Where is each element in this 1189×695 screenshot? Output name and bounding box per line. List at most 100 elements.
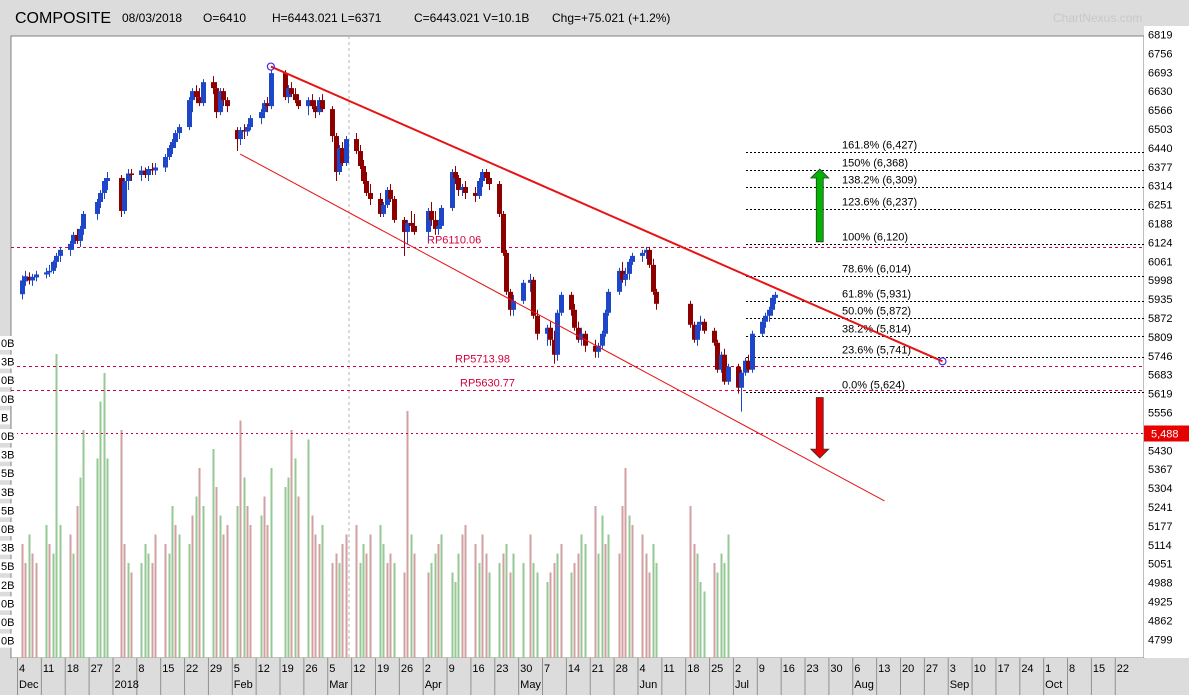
price-tick-label: 6819 <box>1148 30 1172 42</box>
candle-up <box>153 167 158 171</box>
date-tick-label: 16 <box>783 663 795 675</box>
candle-down <box>143 170 148 175</box>
open-label: O=6410 <box>203 11 247 25</box>
fibonacci-label: 150% (6,368) <box>842 158 908 170</box>
volume-tick-bg <box>0 484 17 499</box>
candle-up <box>773 294 778 298</box>
candle-down <box>712 330 717 343</box>
candle-down <box>593 345 598 352</box>
candle-up <box>381 204 386 214</box>
symbol-label: COMPOSITE <box>15 10 112 27</box>
current-price-tag <box>1144 425 1189 442</box>
candle-down <box>688 303 693 325</box>
date-tick-label: 27 <box>926 663 938 675</box>
candle-down <box>119 177 124 211</box>
volume-tick-bg <box>0 466 17 481</box>
candle-up <box>58 249 63 256</box>
volume-tick-bg <box>0 503 17 518</box>
volume-tick-bg <box>0 391 17 406</box>
volume-tick-label: 3B <box>1 450 14 462</box>
candle-up <box>603 312 608 334</box>
volume-tick-label: 0B <box>1 375 14 387</box>
candle-up <box>98 192 103 202</box>
candle-up <box>218 91 223 113</box>
candle-down <box>283 73 288 98</box>
trendlines[interactable] <box>239 62 947 502</box>
date-tick-label: 25 <box>711 663 723 675</box>
candle-down <box>746 360 751 370</box>
candle-up <box>596 345 601 352</box>
candle-up <box>238 130 243 140</box>
candle-down <box>354 139 359 152</box>
candle-down <box>576 327 581 340</box>
candle-down <box>412 225 417 232</box>
channel-trendline <box>239 153 885 502</box>
candle-up <box>460 186 465 190</box>
chart-header: COMPOSITE 08/03/2018 O=6410 H=6443.021 L… <box>0 0 1189 36</box>
candle-up <box>187 100 192 128</box>
date-tick-label: 10 <box>974 663 986 675</box>
price-tick-label: 5619 <box>1148 389 1172 401</box>
fibonacci-label: 123.6% (6,237) <box>842 197 917 209</box>
candle-down <box>358 151 363 167</box>
candle-up <box>259 112 264 119</box>
candle-up <box>139 170 144 175</box>
candle-up <box>726 366 731 382</box>
volume-axis: 0B 3B 0B 0B B 0B 3B 5B 3B 5B 0B 3B 5B 2B 0B 0B 0B <box>0 336 17 648</box>
price-tick-label: 5367 <box>1148 464 1172 476</box>
price-tick-label: 6251 <box>1148 200 1172 212</box>
candle-down <box>129 173 134 175</box>
candle-down <box>364 180 369 193</box>
candle-down <box>504 252 509 292</box>
price-axis-panel <box>1144 26 1189 658</box>
date-tick-label: 4 <box>19 663 25 675</box>
date-tick-label: 23 <box>496 663 508 675</box>
candle-down <box>221 91 226 101</box>
price-tick-label: 5872 <box>1148 313 1172 325</box>
candle-down <box>194 91 199 98</box>
candle-down <box>572 309 577 328</box>
candle-down <box>75 234 80 241</box>
month-label: Aug <box>854 679 874 691</box>
candle-up <box>644 249 649 253</box>
date-tick-label: 11 <box>663 663 674 675</box>
date-tick-label: 15 <box>162 663 174 675</box>
price-tick-label: 5114 <box>1148 540 1172 552</box>
volume-tick-bg <box>0 336 17 350</box>
candle-up <box>190 91 195 101</box>
price-tick-label: 4799 <box>1148 634 1172 646</box>
fibonacci-label: 38.2% (5,814) <box>842 324 911 336</box>
date-tick-label: 19 <box>282 663 294 675</box>
date-tick-label: 26 <box>401 663 413 675</box>
candle-up <box>698 321 703 325</box>
candle-down <box>715 342 720 370</box>
candle-down <box>242 130 247 132</box>
volume-tick-bg <box>0 633 17 648</box>
date-tick-label: 15 <box>1093 663 1105 675</box>
candle-up <box>511 300 516 310</box>
candle-down <box>340 148 345 164</box>
month-label: Sep <box>950 679 970 691</box>
support-resistance-label: RP6110.06 <box>427 235 481 247</box>
fibonacci-label: 61.8% (5,931) <box>842 289 911 301</box>
candle-up <box>627 261 632 274</box>
candle-down <box>501 213 506 253</box>
date-tick-label: 5 <box>234 663 240 675</box>
candle-up <box>163 157 168 168</box>
candle-down <box>531 279 536 316</box>
candle-down <box>453 172 458 178</box>
candle-up <box>126 173 131 181</box>
candle-down <box>736 366 741 388</box>
candle-up <box>719 354 724 370</box>
month-label: 2018 <box>114 679 138 691</box>
candle-up <box>201 82 206 104</box>
candle-up <box>763 315 768 322</box>
price-tick-label: 6188 <box>1148 219 1172 231</box>
candle-down <box>197 97 202 104</box>
volume-tick-label: 3B <box>1 487 14 499</box>
candle-up <box>170 142 175 149</box>
volume-tick-label: 3B <box>1 543 14 555</box>
volume-tick-bg <box>0 522 17 536</box>
trendline-anchor-end <box>938 357 947 366</box>
